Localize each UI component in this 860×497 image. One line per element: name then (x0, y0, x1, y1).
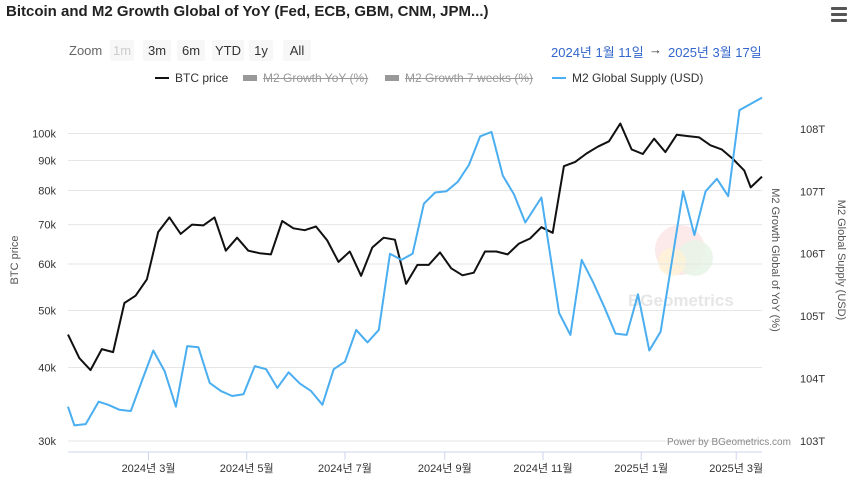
y-axis-title-btc: BTC price (9, 236, 21, 285)
legend-swatch (552, 76, 566, 79)
series-line-m2-global-supply (67, 96, 763, 427)
y-tick-label-btc: 100k (32, 129, 56, 141)
zoom-button-1m[interactable]: 1m (110, 40, 134, 61)
x-tick-label: 2024년 9월 (418, 462, 472, 475)
legend-swatch (155, 76, 169, 79)
date-range-from[interactable]: 2024년 1월 11일 (551, 45, 644, 60)
y-tick-label-btc: 90k (38, 155, 56, 167)
x-tick-label: 2024년 3월 (122, 462, 176, 475)
zoom-button-ytd[interactable]: YTD (212, 40, 244, 61)
chart-credit: Power by BGeometrics.com (667, 437, 791, 448)
legend-label: M2 Global Supply (USD) (572, 71, 704, 85)
legend-label: BTC price (175, 71, 229, 85)
x-tick-label: 2025년 1월 (614, 462, 668, 475)
legend-label: M2 Growth YoY (%) (263, 71, 369, 85)
y-tick-label-btc: 60k (38, 259, 56, 271)
y-tick-label-btc: 50k (38, 306, 56, 318)
x-tick-label: 2024년 5월 (220, 462, 274, 475)
zoom-label: Zoom (69, 43, 103, 58)
y-tick-label-m2: 104T (800, 374, 825, 386)
y-tick-label-btc: 40k (38, 363, 56, 375)
zoom-button-1y[interactable]: 1y (249, 40, 273, 61)
x-tick-label: 2025년 3월 (709, 462, 763, 475)
y-tick-label-m2: 108T (800, 124, 825, 136)
zoom-button-3m[interactable]: 3m (143, 40, 171, 61)
y-tick-label-m2: 103T (800, 436, 825, 448)
zoom-button-all[interactable]: All (283, 40, 311, 61)
date-range-arrow: → (649, 42, 662, 57)
menu-bar (831, 19, 847, 22)
x-tick-label: 2024년 11월 (513, 462, 572, 475)
y-axis-title-m2yoy: M2 Growth Global of YoY (%) (769, 188, 781, 331)
y-tick-label-btc: 70k (38, 220, 56, 232)
legend-item-4[interactable]: M2 Global Supply (USD) (552, 71, 703, 85)
legend-label: M2 Growth 7 weeks (%) (405, 71, 534, 85)
legend-item-3[interactable]: M2 Growth 7 weeks (%) (385, 71, 533, 85)
date-range-to[interactable]: 2025년 3월 17일 (668, 45, 762, 60)
zoom-button-6m[interactable]: 6m (177, 40, 205, 61)
watermark: BGeometrics (628, 225, 734, 310)
y-tick-label-btc: 80k (38, 186, 56, 198)
y-tick-label-m2: 105T (800, 311, 825, 323)
menu-bar (831, 13, 847, 16)
chart-title: Bitcoin and M2 Growth Global of YoY (Fed… (6, 3, 489, 20)
y-tick-label-m2: 107T (800, 186, 825, 198)
legend-item-1[interactable]: BTC price (155, 71, 228, 85)
legend-item-2[interactable]: M2 Growth YoY (%) (243, 71, 368, 85)
menu-bar (831, 7, 847, 10)
y-tick-label-m2: 106T (800, 249, 825, 261)
hamburger-menu-icon[interactable] (830, 6, 848, 22)
watermark-text: BGeometrics (628, 291, 734, 310)
legend-swatch (243, 74, 257, 81)
x-tick-label: 2024년 7월 (318, 462, 372, 475)
y-axis-title-m2supply: M2 Global Supply (USD) (835, 200, 847, 320)
y-tick-label-btc: 30k (38, 436, 56, 448)
legend-swatch (385, 74, 399, 81)
series-line-btc-price (67, 122, 763, 372)
